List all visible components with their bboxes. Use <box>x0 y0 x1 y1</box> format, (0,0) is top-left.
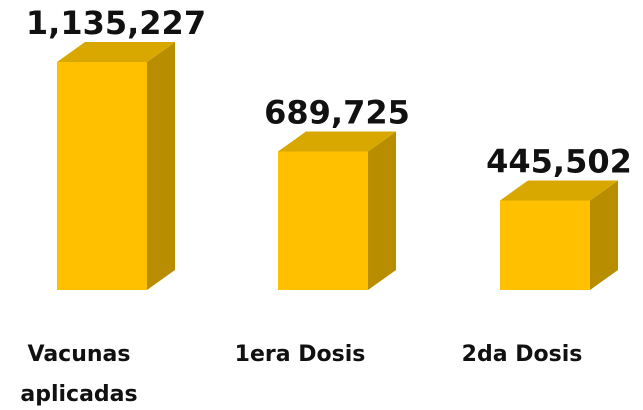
bar-side <box>590 180 618 290</box>
bar-side <box>147 42 175 290</box>
bar <box>57 42 175 290</box>
category-label: 2da Dosis <box>461 342 583 367</box>
bar-side <box>368 131 396 290</box>
bar-top <box>57 42 175 62</box>
bar <box>500 180 618 290</box>
bar-front <box>278 151 368 290</box>
category-label: Vacunas aplicadas <box>20 342 138 407</box>
bar-front <box>500 200 590 290</box>
value-label: 1,135,227 <box>26 4 206 42</box>
bar-top <box>500 180 618 201</box>
value-label: 689,725 <box>264 93 410 131</box>
bar <box>278 131 396 290</box>
bar-front <box>57 62 147 290</box>
value-label: 445,502 <box>486 143 632 181</box>
category-label: 1era Dosis <box>234 342 366 367</box>
bar-top <box>278 131 396 152</box>
